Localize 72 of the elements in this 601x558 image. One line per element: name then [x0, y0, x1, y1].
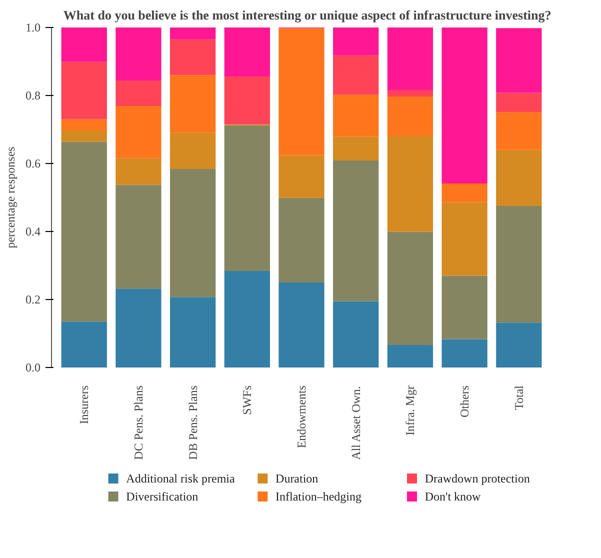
- bar: [224, 76, 270, 124]
- bar: [496, 206, 542, 323]
- bar: [224, 270, 270, 368]
- legend-label: Don't know: [424, 490, 482, 504]
- y-tick-label: 0.2: [26, 292, 40, 306]
- y-tick-label: 0.0: [26, 360, 40, 374]
- bar: [116, 184, 162, 289]
- bar: [333, 28, 379, 56]
- bar: [61, 28, 107, 62]
- bar: [116, 288, 162, 368]
- y-axis-title: percentage responses: [4, 146, 18, 248]
- bar: [387, 28, 434, 90]
- bar: [170, 168, 216, 298]
- y-tick-label: 0.8: [26, 88, 40, 102]
- bar: [333, 160, 379, 302]
- bar: [387, 136, 434, 232]
- bar: [61, 62, 107, 120]
- x-tick-label: DC Pens. Plans: [131, 385, 146, 460]
- x-tick-label: Endowments: [294, 385, 308, 448]
- legend-label: Drawdown protection: [424, 472, 530, 486]
- bar: [442, 28, 488, 184]
- x-tick-label: Infra. Mgr: [403, 385, 418, 436]
- bar: [116, 158, 162, 185]
- bar: [496, 112, 542, 150]
- bar: [278, 282, 324, 368]
- bar: [333, 301, 379, 368]
- bar: [333, 55, 379, 95]
- legend-label: Additional risk premia: [126, 472, 236, 486]
- bar: [116, 28, 162, 81]
- y-tick-label: 0.4: [26, 224, 40, 238]
- legend-label: Duration: [276, 472, 318, 486]
- bar: [387, 90, 434, 97]
- legend-label: Inflation–hedging: [276, 490, 362, 504]
- bar: [278, 198, 324, 282]
- bar: [496, 150, 542, 206]
- chart-title: What do you believe is the most interesting or unique aspect of infrastructure investing?: [63, 8, 552, 22]
- x-tick-label: SWFs: [240, 385, 254, 415]
- bar: [116, 80, 162, 106]
- bar: [170, 28, 216, 40]
- bar: [170, 297, 216, 368]
- x-tick-label: All Asset Own.: [348, 386, 363, 460]
- bar: [116, 106, 162, 158]
- y-tick-label: 1.0: [26, 20, 40, 34]
- bar: [61, 322, 107, 368]
- bar: [496, 92, 542, 112]
- bar: [224, 28, 270, 76]
- legend-label: Diversification: [126, 490, 198, 504]
- bar: [496, 28, 542, 93]
- bar: [333, 136, 379, 160]
- bar: [387, 345, 434, 368]
- bar: [61, 119, 107, 131]
- bar: [387, 232, 434, 346]
- x-tick-label: Others: [458, 385, 472, 418]
- bar: [442, 339, 488, 368]
- x-tick-label: DB Pens. Plans: [186, 385, 200, 460]
- bar: [170, 39, 216, 76]
- x-tick-label: Total: [512, 384, 526, 410]
- bar: [442, 202, 488, 276]
- bar: [442, 276, 488, 340]
- bar: [61, 130, 107, 142]
- bar: [278, 28, 324, 156]
- y-tick-label: 0.6: [26, 156, 40, 170]
- bar: [278, 155, 324, 198]
- bar: [333, 94, 379, 137]
- bar: [496, 322, 542, 368]
- bar: [387, 96, 434, 136]
- bar: [61, 142, 107, 322]
- bar: [442, 184, 488, 202]
- bar: [170, 75, 216, 133]
- bar: [224, 125, 270, 271]
- bar: [170, 132, 216, 169]
- x-tick-label: Insurers: [77, 385, 92, 424]
